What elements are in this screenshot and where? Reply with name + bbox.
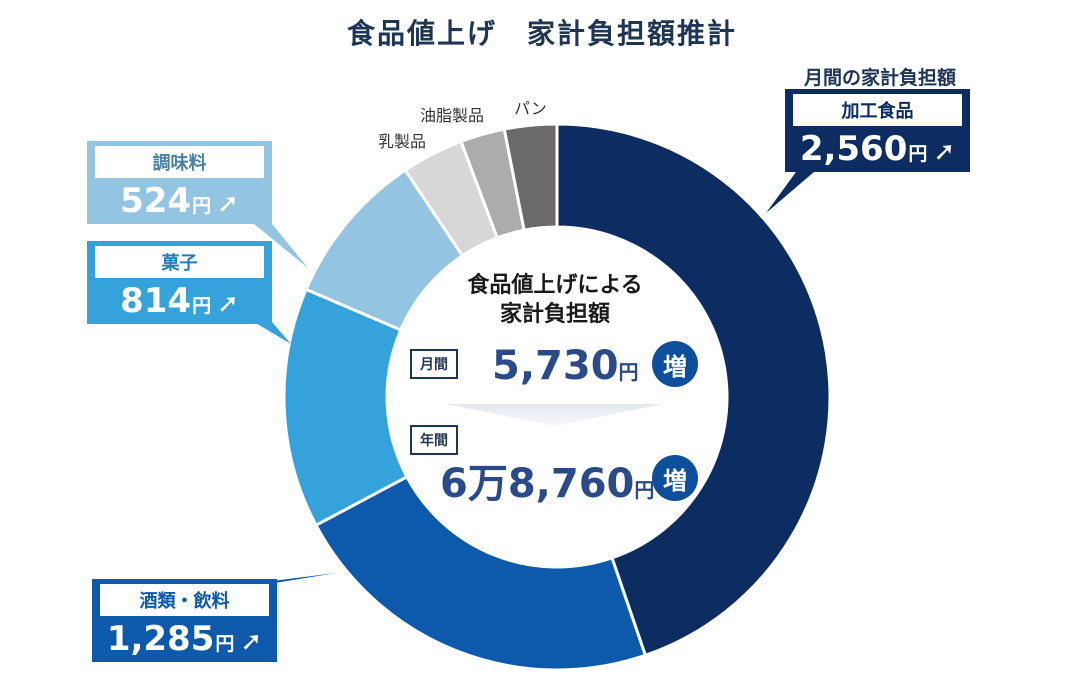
up-arrow-icon: ➚ <box>217 189 239 219</box>
drinks-amount: 1,285 <box>106 619 215 659</box>
seasoning-unit: 円 <box>192 195 212 217</box>
callout-drinks-label: 酒類・飲料 <box>100 584 269 616</box>
label-oils: 油脂製品 <box>420 106 485 125</box>
annual-total: 6万8,760円 <box>440 464 654 504</box>
callout-seasoning-label: 調味料 <box>95 146 264 178</box>
callout-processed-food-label: 加工食品 <box>793 94 962 126</box>
monthly-to-annual-chevron <box>446 404 663 426</box>
monthly-burden-heading: 月間の家計負担額 <box>803 67 956 89</box>
callout-sweets-label: 菓子 <box>95 246 264 278</box>
annual-tag: 年間 <box>410 425 458 455</box>
callout-drinks: 酒類・飲料 1,285円 ➚ <box>92 579 277 662</box>
callout-processed-food-value: 2,560円 ➚ <box>785 126 970 172</box>
callout-sweets-value: 814円 ➚ <box>87 278 272 324</box>
callout-seasoning-value: 524円 ➚ <box>87 178 272 224</box>
callout-drinks-value: 1,285円 ➚ <box>92 616 277 662</box>
center-title-line1: 食品値上げによる <box>467 273 643 298</box>
monthly-tag: 月間 <box>410 349 458 379</box>
annual-total-unit: 円 <box>634 478 655 502</box>
monthly-total-value: 5,730 <box>492 343 619 389</box>
leader-sweets <box>254 322 291 344</box>
monthly-total-unit: 円 <box>618 360 639 384</box>
seasoning-amount: 524 <box>120 181 192 221</box>
center-title: 食品値上げによる 家計負担額 <box>405 272 705 329</box>
slice-processed-food <box>555 122 832 658</box>
up-arrow-icon: ➚ <box>217 289 239 319</box>
slice-drinks <box>313 474 648 672</box>
callout-seasoning: 調味料 524円 ➚ <box>87 141 272 224</box>
sweets-unit: 円 <box>192 295 212 317</box>
drinks-unit: 円 <box>215 633 235 655</box>
chart-title: 食品値上げ 家計負担額推計 <box>346 17 737 50</box>
leader-seasoning <box>254 224 308 268</box>
up-arrow-icon: ➚ <box>240 627 263 657</box>
processed-food-unit: 円 <box>908 143 928 165</box>
center-title-line2: 家計負担額 <box>499 301 610 327</box>
sweets-amount: 814 <box>120 281 192 321</box>
label-dairy: 乳製品 <box>378 132 427 151</box>
processed-food-amount: 2,560 <box>799 129 908 169</box>
leader-processed-food <box>766 172 814 213</box>
label-bread: パン <box>514 99 547 118</box>
annual-increase-badge: 増 <box>652 455 698 501</box>
monthly-total: 5,730円 <box>492 346 639 386</box>
monthly-increase-badge: 増 <box>652 341 698 387</box>
annual-total-value: 6万8,760 <box>440 461 635 507</box>
slice-bread <box>502 122 559 232</box>
up-arrow-icon: ➚ <box>933 137 956 167</box>
callout-sweets: 菓子 814円 ➚ <box>87 241 272 324</box>
callout-processed-food: 加工食品 2,560円 ➚ <box>785 89 970 172</box>
